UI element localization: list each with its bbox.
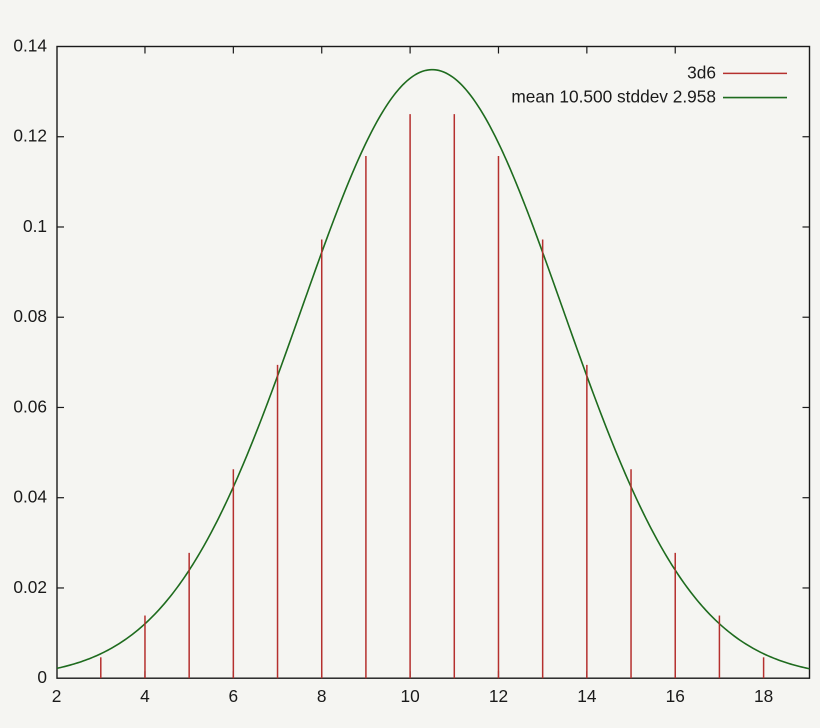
svg-text:0.12: 0.12 <box>13 126 47 146</box>
svg-text:0.08: 0.08 <box>13 306 47 326</box>
svg-text:4: 4 <box>140 686 150 706</box>
svg-text:18: 18 <box>754 686 773 706</box>
svg-text:0.1: 0.1 <box>23 216 47 236</box>
svg-text:0.06: 0.06 <box>13 396 47 416</box>
svg-text:3d6: 3d6 <box>687 63 716 83</box>
svg-text:16: 16 <box>666 686 685 706</box>
svg-text:2: 2 <box>52 686 62 706</box>
svg-text:8: 8 <box>317 686 327 706</box>
svg-text:14: 14 <box>577 686 597 706</box>
svg-text:0.04: 0.04 <box>13 487 47 507</box>
svg-text:12: 12 <box>489 686 508 706</box>
svg-text:0.02: 0.02 <box>13 577 47 597</box>
svg-text:10: 10 <box>400 686 419 706</box>
svg-text:0.14: 0.14 <box>13 36 47 56</box>
svg-text:6: 6 <box>229 686 239 706</box>
svg-text:mean 10.500 stddev 2.958: mean 10.500 stddev 2.958 <box>511 87 716 107</box>
svg-text:0: 0 <box>37 667 47 687</box>
